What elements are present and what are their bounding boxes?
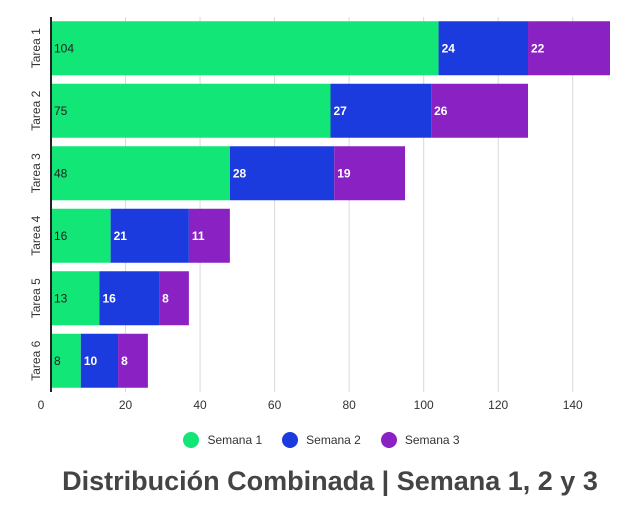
bar-segment [51, 333, 81, 388]
legend-item: Semana 2 [282, 432, 361, 448]
bar-segment [51, 83, 331, 138]
data-label: 19 [337, 166, 351, 180]
legend-swatch [380, 432, 397, 448]
data-label: 8 [54, 354, 61, 368]
bar-segment [110, 208, 189, 263]
bar-segment [51, 21, 439, 76]
data-label: 22 [531, 41, 545, 55]
data-label: 27 [334, 104, 348, 118]
legend-item: Semana 3 [380, 432, 460, 448]
x-tick-label: 20 [119, 398, 133, 412]
bar-segment [431, 83, 529, 138]
category-label: Tarea 2 [29, 90, 43, 130]
x-tick-label: 40 [193, 398, 207, 412]
x-tick-label: 0 [38, 398, 45, 412]
bar-segment [51, 208, 111, 263]
x-tick-label: 140 [563, 398, 583, 412]
legend-label: Semana 2 [306, 433, 361, 447]
data-label: 11 [192, 229, 205, 243]
category-label: Tarea 6 [29, 340, 43, 380]
bar-segment [188, 208, 230, 263]
category-label: Tarea 5 [29, 278, 43, 318]
x-tick-label: 60 [268, 398, 282, 412]
category-label: Tarea 3 [29, 153, 43, 193]
data-label: 28 [233, 166, 247, 180]
data-label: 8 [162, 291, 169, 305]
legend-item: Semana 1 [183, 432, 262, 448]
bar-segment [334, 146, 406, 201]
bar-segment [438, 21, 529, 76]
bar-segment [80, 333, 119, 388]
data-label: 24 [442, 41, 456, 55]
data-label: 8 [121, 354, 128, 368]
legend-swatch [282, 432, 299, 448]
data-label: 21 [114, 229, 128, 243]
data-label: 104 [54, 41, 74, 55]
x-tick-label: 120 [488, 398, 508, 412]
category-label: Tarea 1 [29, 28, 43, 68]
data-label: 10 [84, 354, 98, 368]
bar-segment [528, 21, 610, 76]
bar-segment [159, 271, 189, 326]
legend-label: Semana 3 [404, 433, 460, 447]
x-tick-label: 100 [414, 398, 434, 412]
legend-label: Semana 1 [207, 433, 263, 447]
bar-segment [118, 333, 148, 388]
legend-swatch [183, 432, 200, 448]
data-label: 16 [102, 291, 116, 305]
bar-segment [51, 271, 100, 326]
legend: Semana 1 Semana 2 Semana 3 [0, 432, 643, 448]
bar-segment [51, 146, 230, 201]
data-label: 13 [54, 291, 68, 305]
data-label: 75 [54, 104, 68, 118]
data-label: 48 [54, 166, 68, 180]
chart-title: Distribución Combinada | Semana 1, 2 y 3 [62, 466, 598, 496]
data-label: 26 [434, 104, 448, 118]
bar-segment [99, 271, 160, 326]
category-label: Tarea 4 [29, 215, 43, 255]
x-tick-label: 80 [342, 398, 356, 412]
bar-segment [229, 146, 335, 201]
bar-segment [330, 83, 432, 138]
data-label: 16 [54, 229, 68, 243]
